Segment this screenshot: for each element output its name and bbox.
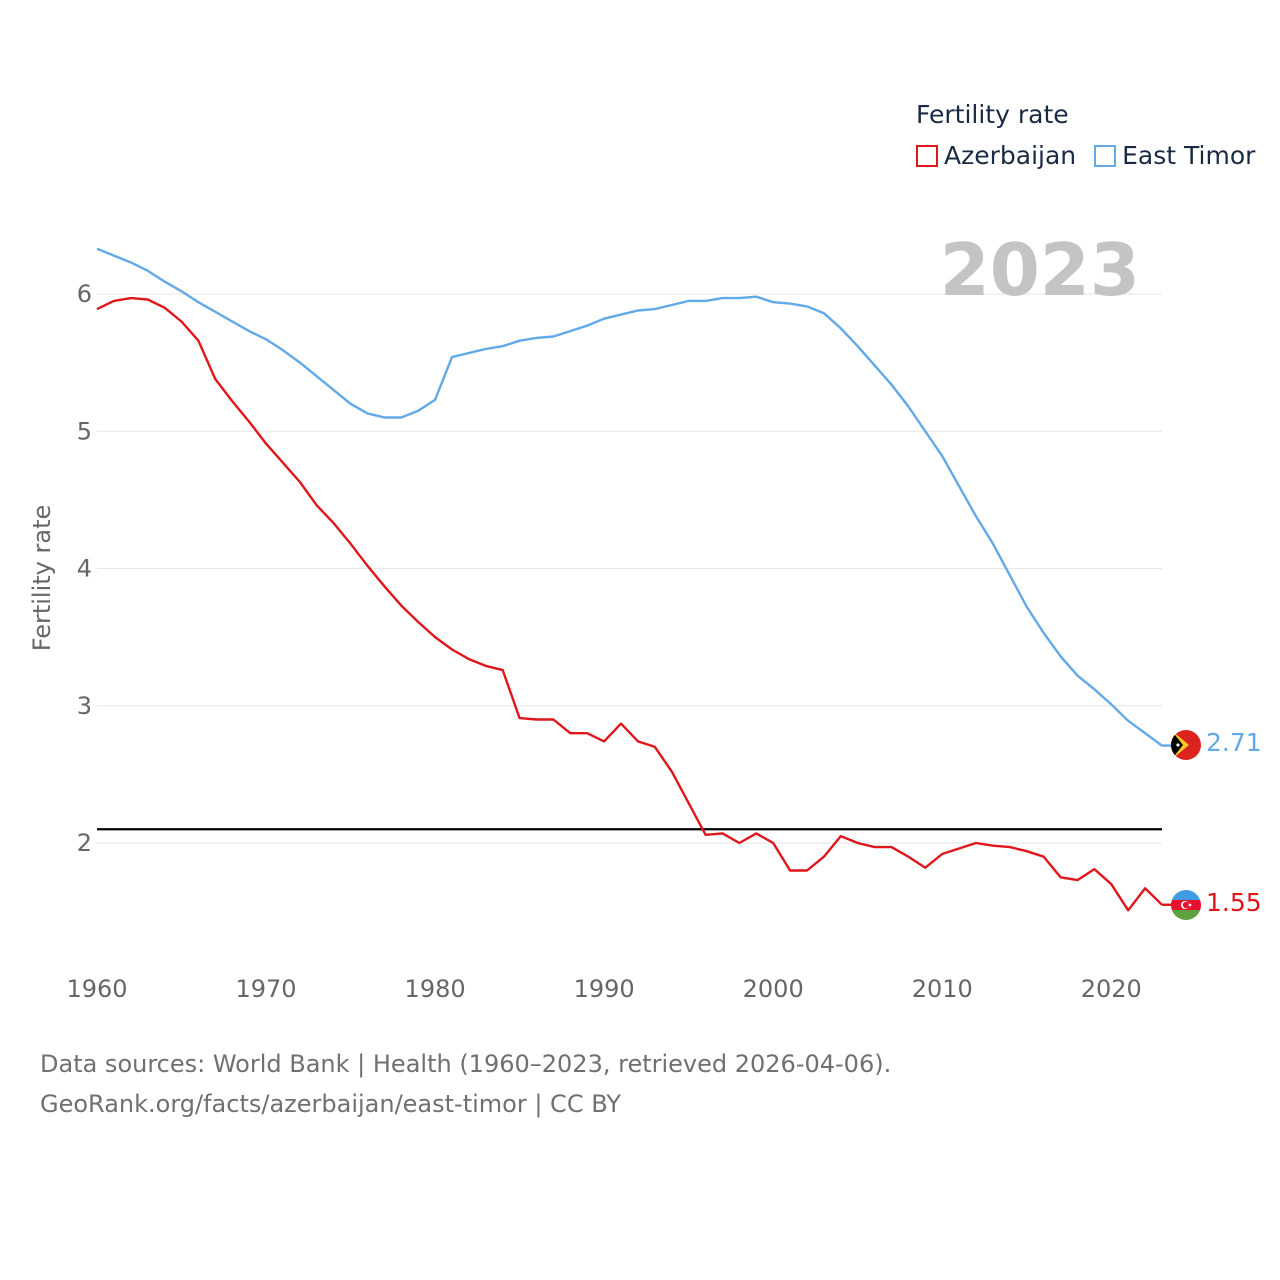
- footer: Data sources: World Bank | Health (1960–…: [40, 1044, 891, 1124]
- legend-title: Fertility rate: [916, 100, 1069, 129]
- attribution-link[interactable]: GeoRank.org/facts/azerbaijan/east-timor …: [40, 1090, 622, 1118]
- legend: Fertility rate Azerbaijan East Timor: [916, 100, 1255, 170]
- y-tick-label: 2: [77, 829, 92, 857]
- x-tick-label: 2020: [1081, 975, 1142, 1003]
- x-tick-label: 1960: [66, 975, 127, 1003]
- east-timor-end-value: 2.71: [1206, 728, 1262, 757]
- y-tick-label: 3: [77, 692, 92, 720]
- legend-label-east-timor: East Timor: [1122, 141, 1256, 170]
- legend-swatch-azerbaijan: [916, 144, 938, 167]
- y-axis-ticks: 2 3 4 5 6: [77, 280, 92, 857]
- x-tick-label: 2010: [912, 975, 973, 1003]
- series-line-azerbaijan[interactable]: [96, 296, 1163, 912]
- year-label: 2023: [939, 228, 1140, 312]
- x-tick-label: 2000: [743, 975, 804, 1003]
- legend-label-azerbaijan: Azerbaijan: [944, 141, 1077, 170]
- legend-swatch-east-timor: [1094, 144, 1117, 167]
- legend-item-east-timor[interactable]: East Timor: [1094, 141, 1255, 170]
- x-axis-ticks: 1960 1970 1980 1990 2000 2010 2020: [66, 975, 1141, 1003]
- y-tick-label: 5: [77, 417, 92, 445]
- legend-item-azerbaijan[interactable]: Azerbaijan: [916, 141, 1076, 170]
- x-tick-label: 1980: [405, 975, 466, 1003]
- azerbaijan-end-value: 1.55: [1206, 888, 1262, 917]
- y-tick-label: 4: [77, 555, 92, 583]
- gridlines: [97, 293, 1162, 844]
- x-tick-label: 1970: [236, 975, 297, 1003]
- y-tick-label: 6: [77, 280, 92, 308]
- y-axis-label: Fertility rate: [28, 505, 56, 652]
- series-lines: [96, 247, 1172, 912]
- azerbaijan-flag-icon: [1171, 890, 1201, 920]
- x-tick-label: 1990: [574, 975, 635, 1003]
- data-source-text: Data sources: World Bank | Health (1960–…: [40, 1050, 892, 1078]
- east-timor-flag-icon: [1171, 730, 1201, 760]
- series-line-east-timor[interactable]: [96, 247, 1163, 747]
